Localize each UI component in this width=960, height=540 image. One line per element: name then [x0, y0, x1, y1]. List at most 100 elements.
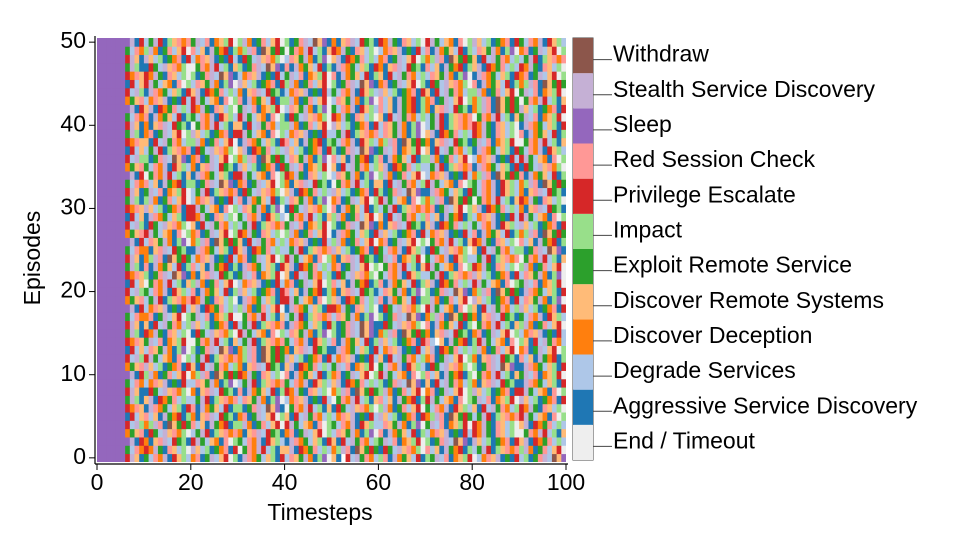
cell: [439, 87, 445, 97]
cell: [195, 287, 201, 297]
cell: [101, 229, 107, 238]
cell: [190, 212, 196, 222]
cell: [429, 87, 436, 97]
cell: [312, 270, 318, 280]
cell: [556, 154, 562, 164]
cell: [167, 87, 173, 97]
cell: [157, 312, 164, 322]
cell: [533, 328, 539, 338]
cell: [308, 345, 314, 355]
cell: [111, 270, 117, 280]
cell: [350, 437, 356, 446]
cell: [204, 295, 210, 305]
cell: [434, 345, 440, 355]
cell: [186, 146, 192, 155]
cell: [186, 287, 192, 297]
cell: [190, 262, 196, 272]
cell: [298, 378, 304, 388]
cell: [256, 262, 262, 272]
cell: [551, 137, 558, 147]
cell: [209, 146, 215, 155]
cell: [162, 445, 168, 455]
cell: [293, 279, 300, 288]
cell: [551, 187, 558, 197]
cell: [556, 279, 562, 288]
cell: [561, 137, 566, 147]
cell: [298, 295, 304, 305]
cell: [519, 137, 525, 147]
cell: [345, 428, 351, 438]
cell: [308, 353, 314, 363]
cell: [406, 121, 412, 130]
cell: [495, 420, 501, 430]
cell: [270, 403, 276, 413]
cell: [448, 345, 454, 355]
cell: [195, 437, 201, 446]
cell: [326, 437, 332, 446]
cell: [448, 254, 454, 263]
cell: [354, 295, 361, 305]
cell: [401, 412, 407, 421]
cell: [181, 121, 187, 130]
cell: [481, 204, 487, 213]
cell: [387, 220, 393, 230]
cell: [148, 245, 154, 255]
cell: [247, 378, 253, 388]
cell: [383, 428, 389, 438]
cell: [204, 87, 210, 97]
cell: [186, 195, 192, 205]
cell: [369, 212, 375, 222]
cell: [115, 337, 121, 347]
cell: [270, 96, 276, 105]
cell: [167, 312, 173, 322]
cell: [340, 304, 346, 313]
cell: [200, 378, 206, 388]
cell: [425, 54, 431, 64]
cell: [490, 295, 497, 305]
cell: [523, 195, 529, 205]
cell: [336, 353, 342, 363]
cell: [542, 179, 548, 189]
cell: [247, 154, 253, 164]
cell: [204, 328, 210, 338]
cell: [448, 104, 454, 114]
cell: [162, 229, 168, 238]
cell: [289, 445, 295, 455]
cell: [111, 237, 117, 247]
cell: [265, 337, 271, 347]
cell: [111, 162, 117, 172]
cell: [340, 146, 346, 155]
cell: [289, 129, 295, 139]
cell: [429, 378, 436, 388]
cell: [350, 195, 356, 205]
cell: [298, 437, 304, 446]
cell: [434, 187, 440, 197]
cell: [134, 154, 140, 164]
cell: [242, 353, 248, 363]
cell: [209, 46, 215, 56]
cell: [195, 129, 201, 139]
cell: [429, 171, 436, 180]
cell: [134, 412, 140, 421]
cell: [476, 179, 482, 189]
cell: [533, 370, 539, 380]
cell: [298, 412, 304, 421]
cell: [528, 179, 534, 189]
cell: [195, 54, 201, 64]
cell: [326, 137, 332, 147]
cell: [120, 121, 126, 130]
cell: [420, 295, 426, 305]
cell: [106, 96, 112, 105]
cell: [481, 345, 487, 355]
cell: [500, 279, 506, 288]
cell: [519, 312, 525, 322]
cell: [186, 54, 192, 64]
cell: [415, 337, 422, 347]
cell: [293, 270, 300, 280]
cell: [176, 287, 182, 297]
cell: [514, 137, 520, 147]
cell: [298, 345, 304, 355]
cell: [369, 328, 375, 338]
cell: [500, 362, 506, 371]
cell: [537, 370, 543, 380]
